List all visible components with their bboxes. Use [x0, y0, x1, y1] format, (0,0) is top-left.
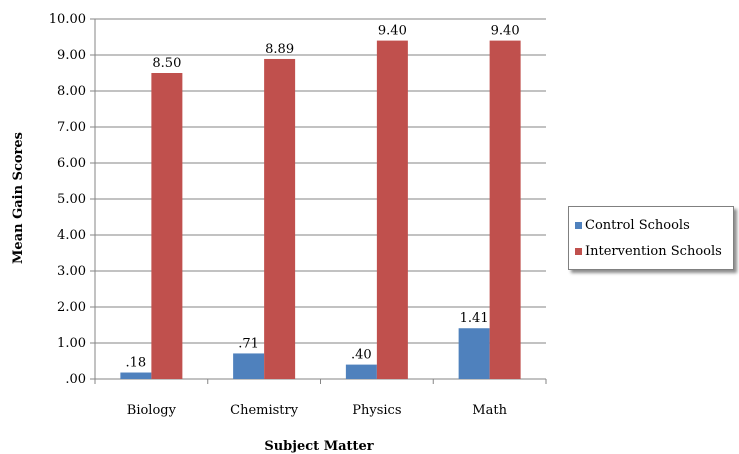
legend-item-control: Control Schools [575, 212, 727, 238]
data-label: .40 [351, 348, 372, 363]
y-tick-label: 1.00 [57, 336, 86, 351]
legend: Control Schools Intervention Schools [568, 206, 734, 270]
data-label: 8.50 [152, 56, 181, 71]
data-label: 1.41 [460, 311, 489, 326]
bar [151, 73, 183, 379]
bar [376, 40, 408, 379]
data-label: 9.40 [491, 24, 520, 39]
legend-swatch-control [575, 221, 582, 229]
y-tick-label: 6.00 [57, 156, 86, 171]
data-label: 8.89 [265, 42, 294, 57]
bar [458, 328, 490, 379]
y-tick-label: 7.00 [57, 120, 86, 135]
bar [345, 364, 377, 379]
y-tick-label: 8.00 [57, 84, 86, 99]
y-tick-label: .00 [65, 372, 86, 387]
bar [489, 40, 521, 379]
y-axis-title: Mean Gain Scores [11, 132, 26, 264]
legend-swatch-intervention [575, 247, 582, 255]
data-label: 9.40 [378, 24, 407, 39]
data-labels: .18 8.50 .71 8.89 .40 9.40 1.41 9.40 [126, 24, 520, 371]
y-tick-label: 3.00 [57, 264, 86, 279]
x-tick-label: Physics [352, 403, 401, 418]
data-label: .18 [126, 356, 147, 371]
y-tick-label: 10.00 [49, 12, 86, 27]
y-tick-label: 4.00 [57, 228, 86, 243]
x-tick-label: Chemistry [230, 403, 299, 418]
bar [120, 372, 152, 379]
y-tick-label: 5.00 [57, 192, 86, 207]
legend-label-control: Control Schools [585, 217, 690, 233]
x-tick-label: Biology [127, 403, 177, 418]
x-tick-labels: Biology Chemistry Physics Math [127, 403, 508, 418]
data-label: .71 [238, 336, 259, 351]
y-tick-label: 9.00 [57, 48, 86, 63]
bars [120, 40, 521, 380]
bar [264, 58, 296, 380]
y-tick-label: 2.00 [57, 300, 86, 315]
x-tick-label: Math [472, 403, 507, 418]
legend-item-intervention: Intervention Schools [575, 238, 727, 264]
y-tick-labels: .00 1.00 2.00 3.00 4.00 5.00 6.00 7.00 8.00 9.00 1… [49, 12, 86, 387]
legend-label-intervention: Intervention Schools [585, 243, 722, 259]
x-axis-title: Subject Matter [264, 439, 373, 454]
bar [233, 353, 265, 379]
